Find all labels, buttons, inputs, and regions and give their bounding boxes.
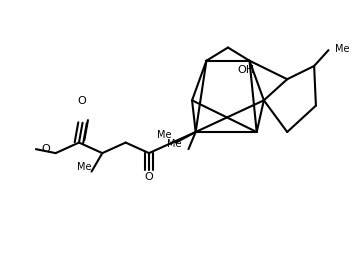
Text: O: O: [78, 96, 86, 106]
Text: Me: Me: [167, 139, 181, 149]
Text: O: O: [42, 144, 50, 154]
Text: O: O: [145, 172, 153, 182]
Text: OH: OH: [237, 65, 255, 75]
Text: Me: Me: [157, 130, 172, 140]
Text: Me: Me: [77, 162, 92, 172]
Text: Me: Me: [335, 44, 349, 54]
